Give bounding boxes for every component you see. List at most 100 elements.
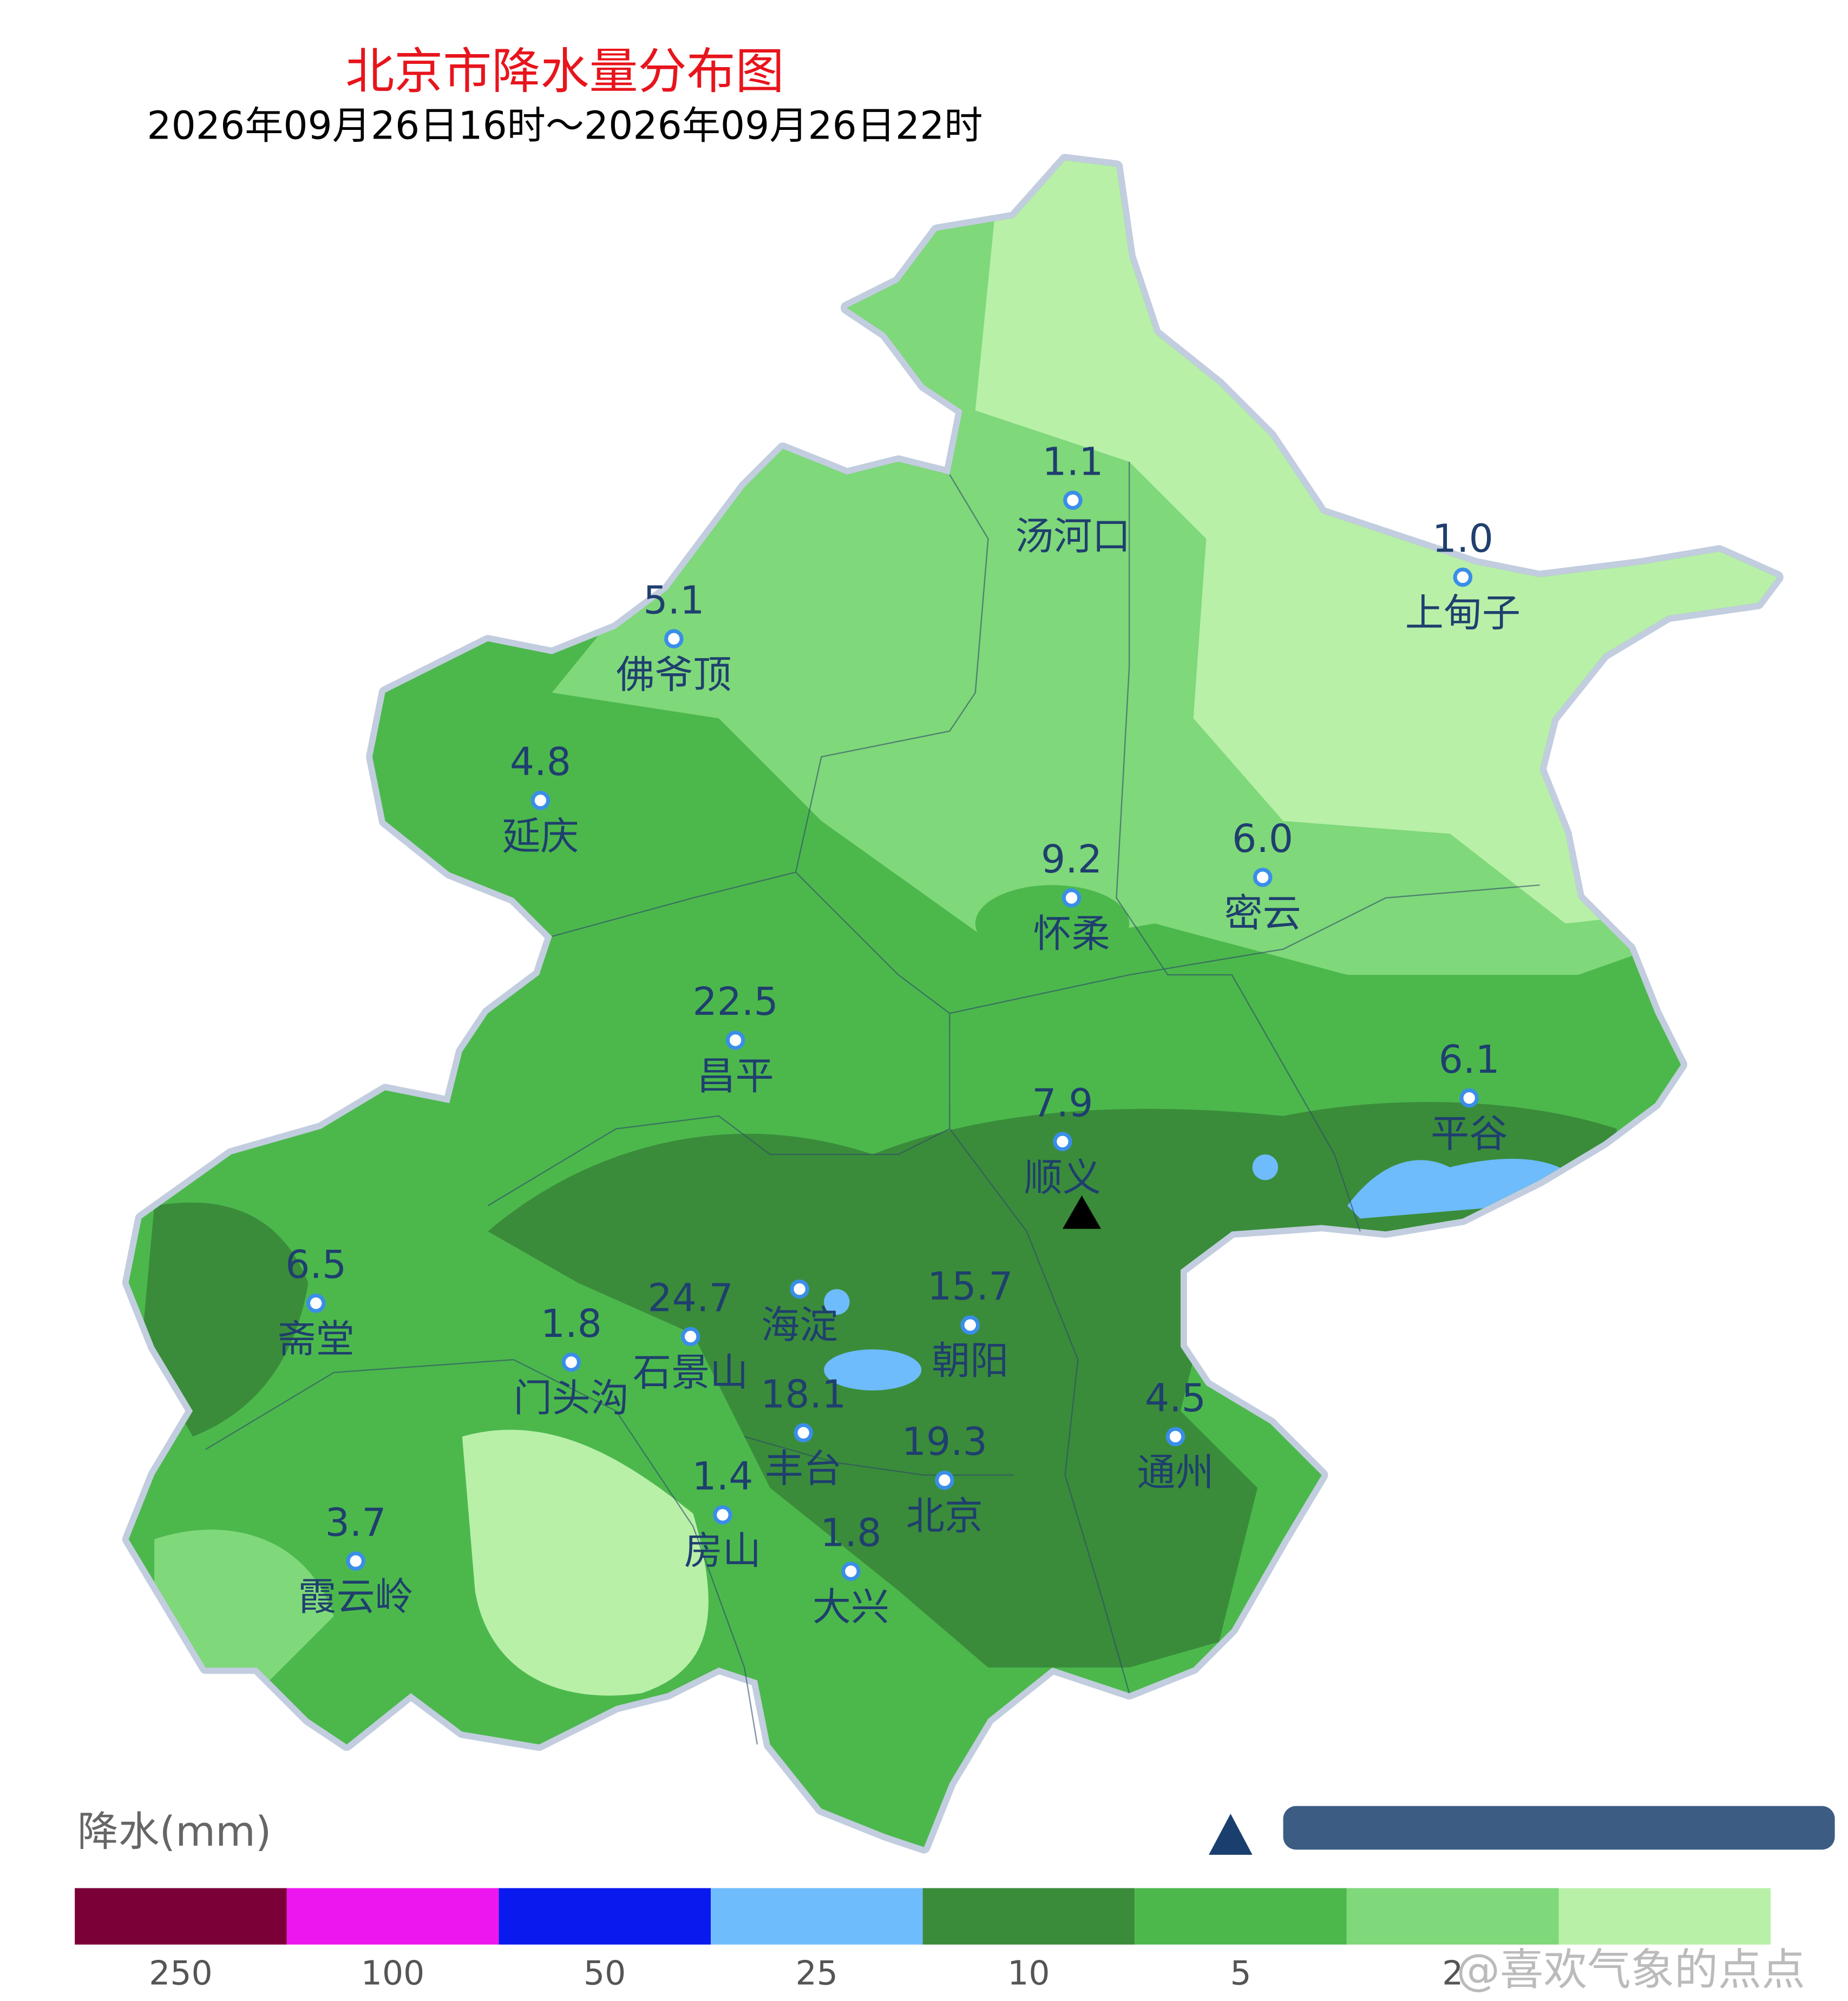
station-name: 昌平 (697, 1054, 774, 1099)
station-value: 1.8 (820, 1510, 881, 1555)
subtitle: 2026年09月26日16时～2026年09月26日22时 (147, 103, 982, 148)
station: 1.8 大兴 (812, 1510, 889, 1629)
station-value: 6.0 (1232, 816, 1293, 861)
station: 4.5 通州 (1137, 1375, 1214, 1494)
station-dot (794, 1423, 814, 1442)
station-dot (1459, 1088, 1479, 1108)
watermark: @喜欢气象的点点 (1456, 1945, 1805, 1996)
station-name: 大兴 (812, 1585, 889, 1630)
legend-triangle (1209, 1813, 1253, 1855)
station-value: 22.5 (692, 979, 778, 1024)
station-value: 19.3 (902, 1419, 987, 1464)
legend-swatch (1346, 1888, 1559, 1945)
station-name: 汤河口 (1015, 514, 1130, 559)
station-name: 斋堂 (278, 1316, 355, 1361)
station-value: 15.7 (927, 1264, 1013, 1309)
station-name: 海淀 (761, 1302, 838, 1347)
station-value: 5.1 (643, 578, 704, 622)
legend-label: 2 (1442, 1954, 1463, 1993)
station-dot (725, 1031, 745, 1050)
station-name: 霞云岭 (298, 1574, 414, 1619)
station-name: 密云 (1224, 891, 1301, 936)
station-dot (1453, 567, 1473, 587)
station-value: 24.7 (648, 1276, 733, 1321)
station: 1.0 上甸子 (1405, 516, 1521, 635)
station: 海淀 (761, 1279, 838, 1347)
legend-label: 250 (149, 1954, 213, 1993)
legend-label: 10 (1007, 1954, 1050, 1993)
station-value: 1.8 (541, 1301, 602, 1346)
station-value: 9.2 (1041, 837, 1102, 882)
station-name: 怀柔 (1033, 911, 1110, 956)
legend-swatch (922, 1888, 1135, 1945)
station-value: 4.5 (1145, 1375, 1206, 1420)
legend-label: 100 (361, 1954, 425, 1993)
station-value: 3.7 (325, 1500, 386, 1545)
legend: 250 100 50 25 10 5 2 (75, 1888, 1771, 1993)
station-dot (713, 1505, 732, 1525)
station: 1.8 门头沟 (514, 1301, 629, 1420)
station-dot (561, 1353, 581, 1372)
station: 7.9 顺义 (1024, 1080, 1101, 1199)
legend-swatch (1135, 1888, 1347, 1945)
station-value: 18.1 (761, 1372, 846, 1416)
station-dot (1063, 490, 1083, 510)
station: 6.0 密云 (1224, 816, 1301, 935)
station-dot (1061, 888, 1082, 908)
station-name: 北京 (906, 1493, 983, 1538)
title: 北京市降水量分布图 (345, 43, 784, 100)
legend-swatch (286, 1888, 499, 1945)
station: 5.1 佛爷顶 (616, 578, 731, 697)
station-name: 佛爷顶 (616, 652, 731, 697)
station-value: 4.8 (510, 739, 571, 784)
legend-swatch (1558, 1888, 1771, 1945)
legend-swatch (75, 1888, 287, 1945)
station: 15.7 朝阳 (927, 1264, 1013, 1383)
station-dot (960, 1315, 980, 1335)
station-name: 平谷 (1431, 1111, 1508, 1156)
station: 6.5 斋堂 (278, 1242, 355, 1361)
station: 6.1 平谷 (1431, 1037, 1508, 1156)
legend-label: 5 (1230, 1954, 1251, 1993)
station-name: 上甸子 (1405, 591, 1521, 635)
legend-swatch (711, 1888, 923, 1945)
station: 3.7 霞云岭 (298, 1500, 414, 1619)
station: 4.8 延庆 (502, 739, 579, 858)
legend-label: 25 (796, 1954, 838, 1993)
station-value: 1.4 (692, 1454, 753, 1499)
station-dot (306, 1294, 326, 1313)
station-name: 通州 (1137, 1450, 1214, 1495)
station-value: 6.1 (1439, 1037, 1500, 1082)
station-dot (664, 629, 684, 648)
legend-title: 降水(mm) (77, 1808, 272, 1855)
blurred-note (1283, 1806, 1835, 1850)
station-dot (1053, 1132, 1072, 1151)
station-value: 1.0 (1432, 516, 1493, 561)
station-dot (1165, 1427, 1185, 1447)
station-dot (680, 1327, 700, 1347)
station-name: 延庆 (502, 813, 579, 858)
station-name: 顺义 (1024, 1155, 1101, 1200)
station: 19.3 北京 (902, 1419, 987, 1538)
station-name: 丰台 (765, 1446, 842, 1491)
station: 18.1 丰台 (761, 1372, 846, 1491)
station: 24.7 石景山 (633, 1276, 748, 1395)
station-dot (346, 1551, 365, 1571)
station-name: 房山 (684, 1528, 761, 1573)
station-dot (841, 1562, 861, 1581)
stations: 1.1 汤河口 1.0 上甸子 5.1 佛爷顶 4.8 延庆 9.2 怀柔 6.0 密云 22.5 昌平 6… (278, 439, 1521, 1629)
legend-swatch (499, 1888, 711, 1945)
marker-triangle (1062, 1195, 1102, 1229)
station: 1.4 房山 (684, 1454, 761, 1573)
station-value: 1.1 (1042, 439, 1103, 484)
station-value: 6.5 (285, 1242, 346, 1287)
station-name: 朝阳 (932, 1339, 1008, 1383)
station: 22.5 昌平 (692, 979, 778, 1098)
legend-label: 50 (584, 1954, 626, 1993)
station-dot (530, 791, 551, 810)
station: 9.2 怀柔 (1033, 837, 1110, 956)
station: 1.1 汤河口 (1015, 439, 1130, 558)
station-name: 石景山 (633, 1350, 748, 1395)
